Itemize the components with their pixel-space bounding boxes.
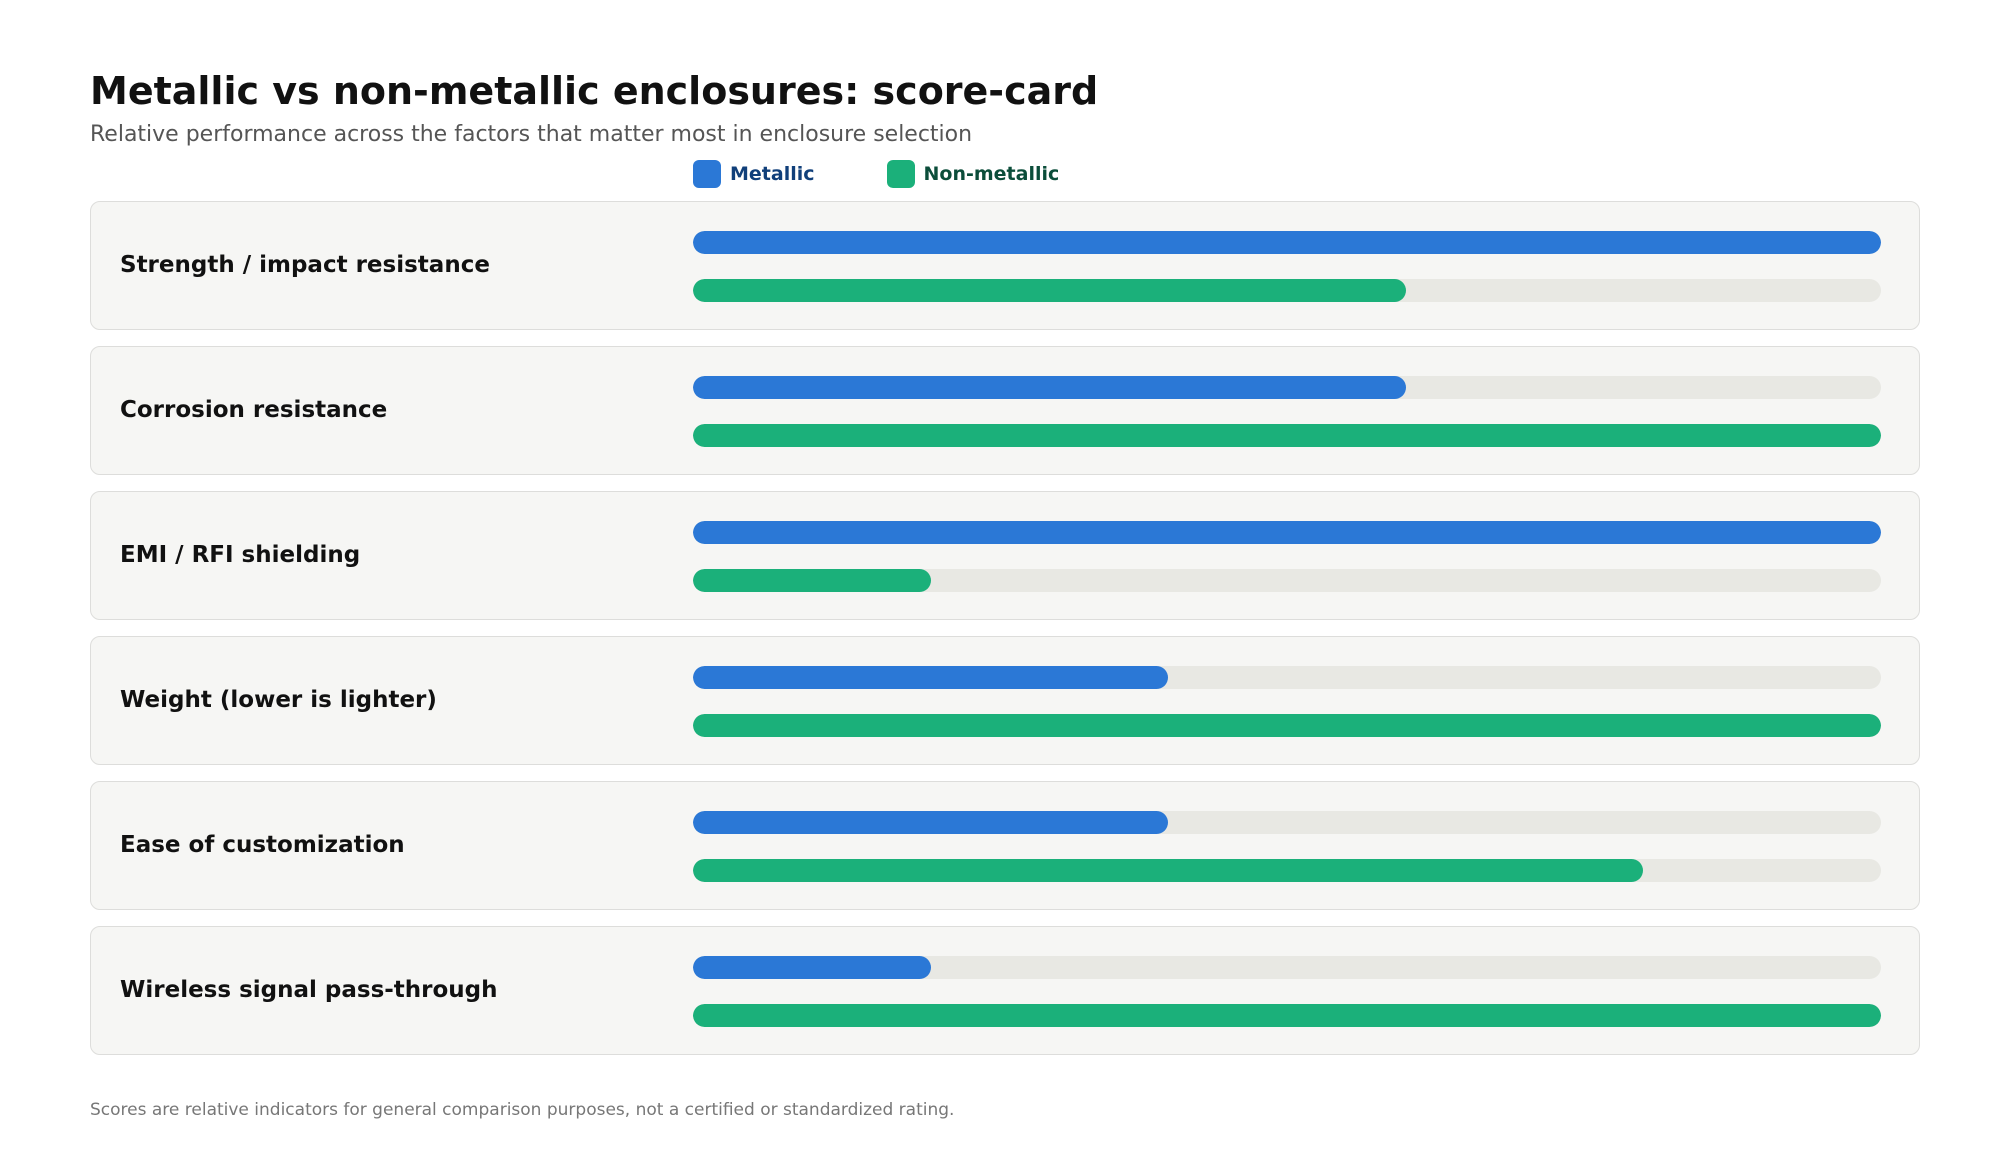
chart-subtitle: Relative performance across the factors … (90, 122, 973, 147)
bar-track-non-metallic (693, 714, 1881, 737)
bar-track-non-metallic (693, 859, 1881, 882)
legend: Metallic Non-metallic (693, 160, 1131, 188)
legend-item-non-metallic: Non-metallic (886, 160, 1060, 188)
legend-swatch-metallic (693, 160, 721, 188)
legend-label-non-metallic: Non-metallic (923, 163, 1060, 185)
category-label: Wireless signal pass-through (120, 977, 498, 1003)
legend-item-metallic: Metallic (693, 160, 815, 188)
bar-non-metallic (693, 569, 931, 592)
bar-track-metallic (693, 956, 1881, 979)
legend-swatch-non-metallic (886, 160, 915, 188)
bar-metallic (693, 956, 931, 979)
footnote: Scores are relative indicators for gener… (90, 1100, 955, 1120)
bar-metallic (693, 811, 1169, 834)
bar-track-metallic (693, 231, 1881, 254)
score-row: Ease of customization (90, 781, 1920, 910)
bar-track-metallic (693, 521, 1881, 544)
chart-title: Metallic vs non-metallic enclosures: sco… (90, 69, 1099, 113)
bar-non-metallic (693, 1004, 1881, 1027)
bar-track-non-metallic (693, 1004, 1881, 1027)
bar-metallic (693, 376, 1406, 399)
bar-non-metallic (693, 714, 1881, 737)
bar-non-metallic (693, 859, 1644, 882)
score-row: EMI / RFI shielding (90, 491, 1920, 620)
bar-metallic (693, 666, 1169, 689)
category-label: Ease of customization (120, 832, 405, 858)
bar-metallic (693, 231, 1881, 254)
category-label: EMI / RFI shielding (120, 542, 361, 568)
category-label: Corrosion resistance (120, 397, 388, 423)
bar-track-non-metallic (693, 279, 1881, 302)
score-row: Wireless signal pass-through (90, 926, 1920, 1055)
score-row: Strength / impact resistance (90, 201, 1920, 330)
legend-label-metallic: Metallic (730, 163, 815, 185)
category-label: Weight (lower is lighter) (120, 687, 437, 713)
bar-track-metallic (693, 811, 1881, 834)
bar-non-metallic (693, 424, 1881, 447)
bar-track-metallic (693, 666, 1881, 689)
bar-metallic (693, 521, 1881, 544)
bar-track-non-metallic (693, 569, 1881, 592)
score-row: Corrosion resistance (90, 346, 1920, 475)
score-row: Weight (lower is lighter) (90, 636, 1920, 765)
score-card-rows: Strength / impact resistance Corrosion re… (90, 201, 1920, 1071)
category-label: Strength / impact resistance (120, 252, 490, 278)
bar-non-metallic (693, 279, 1406, 302)
bar-track-metallic (693, 376, 1881, 399)
bar-track-non-metallic (693, 424, 1881, 447)
